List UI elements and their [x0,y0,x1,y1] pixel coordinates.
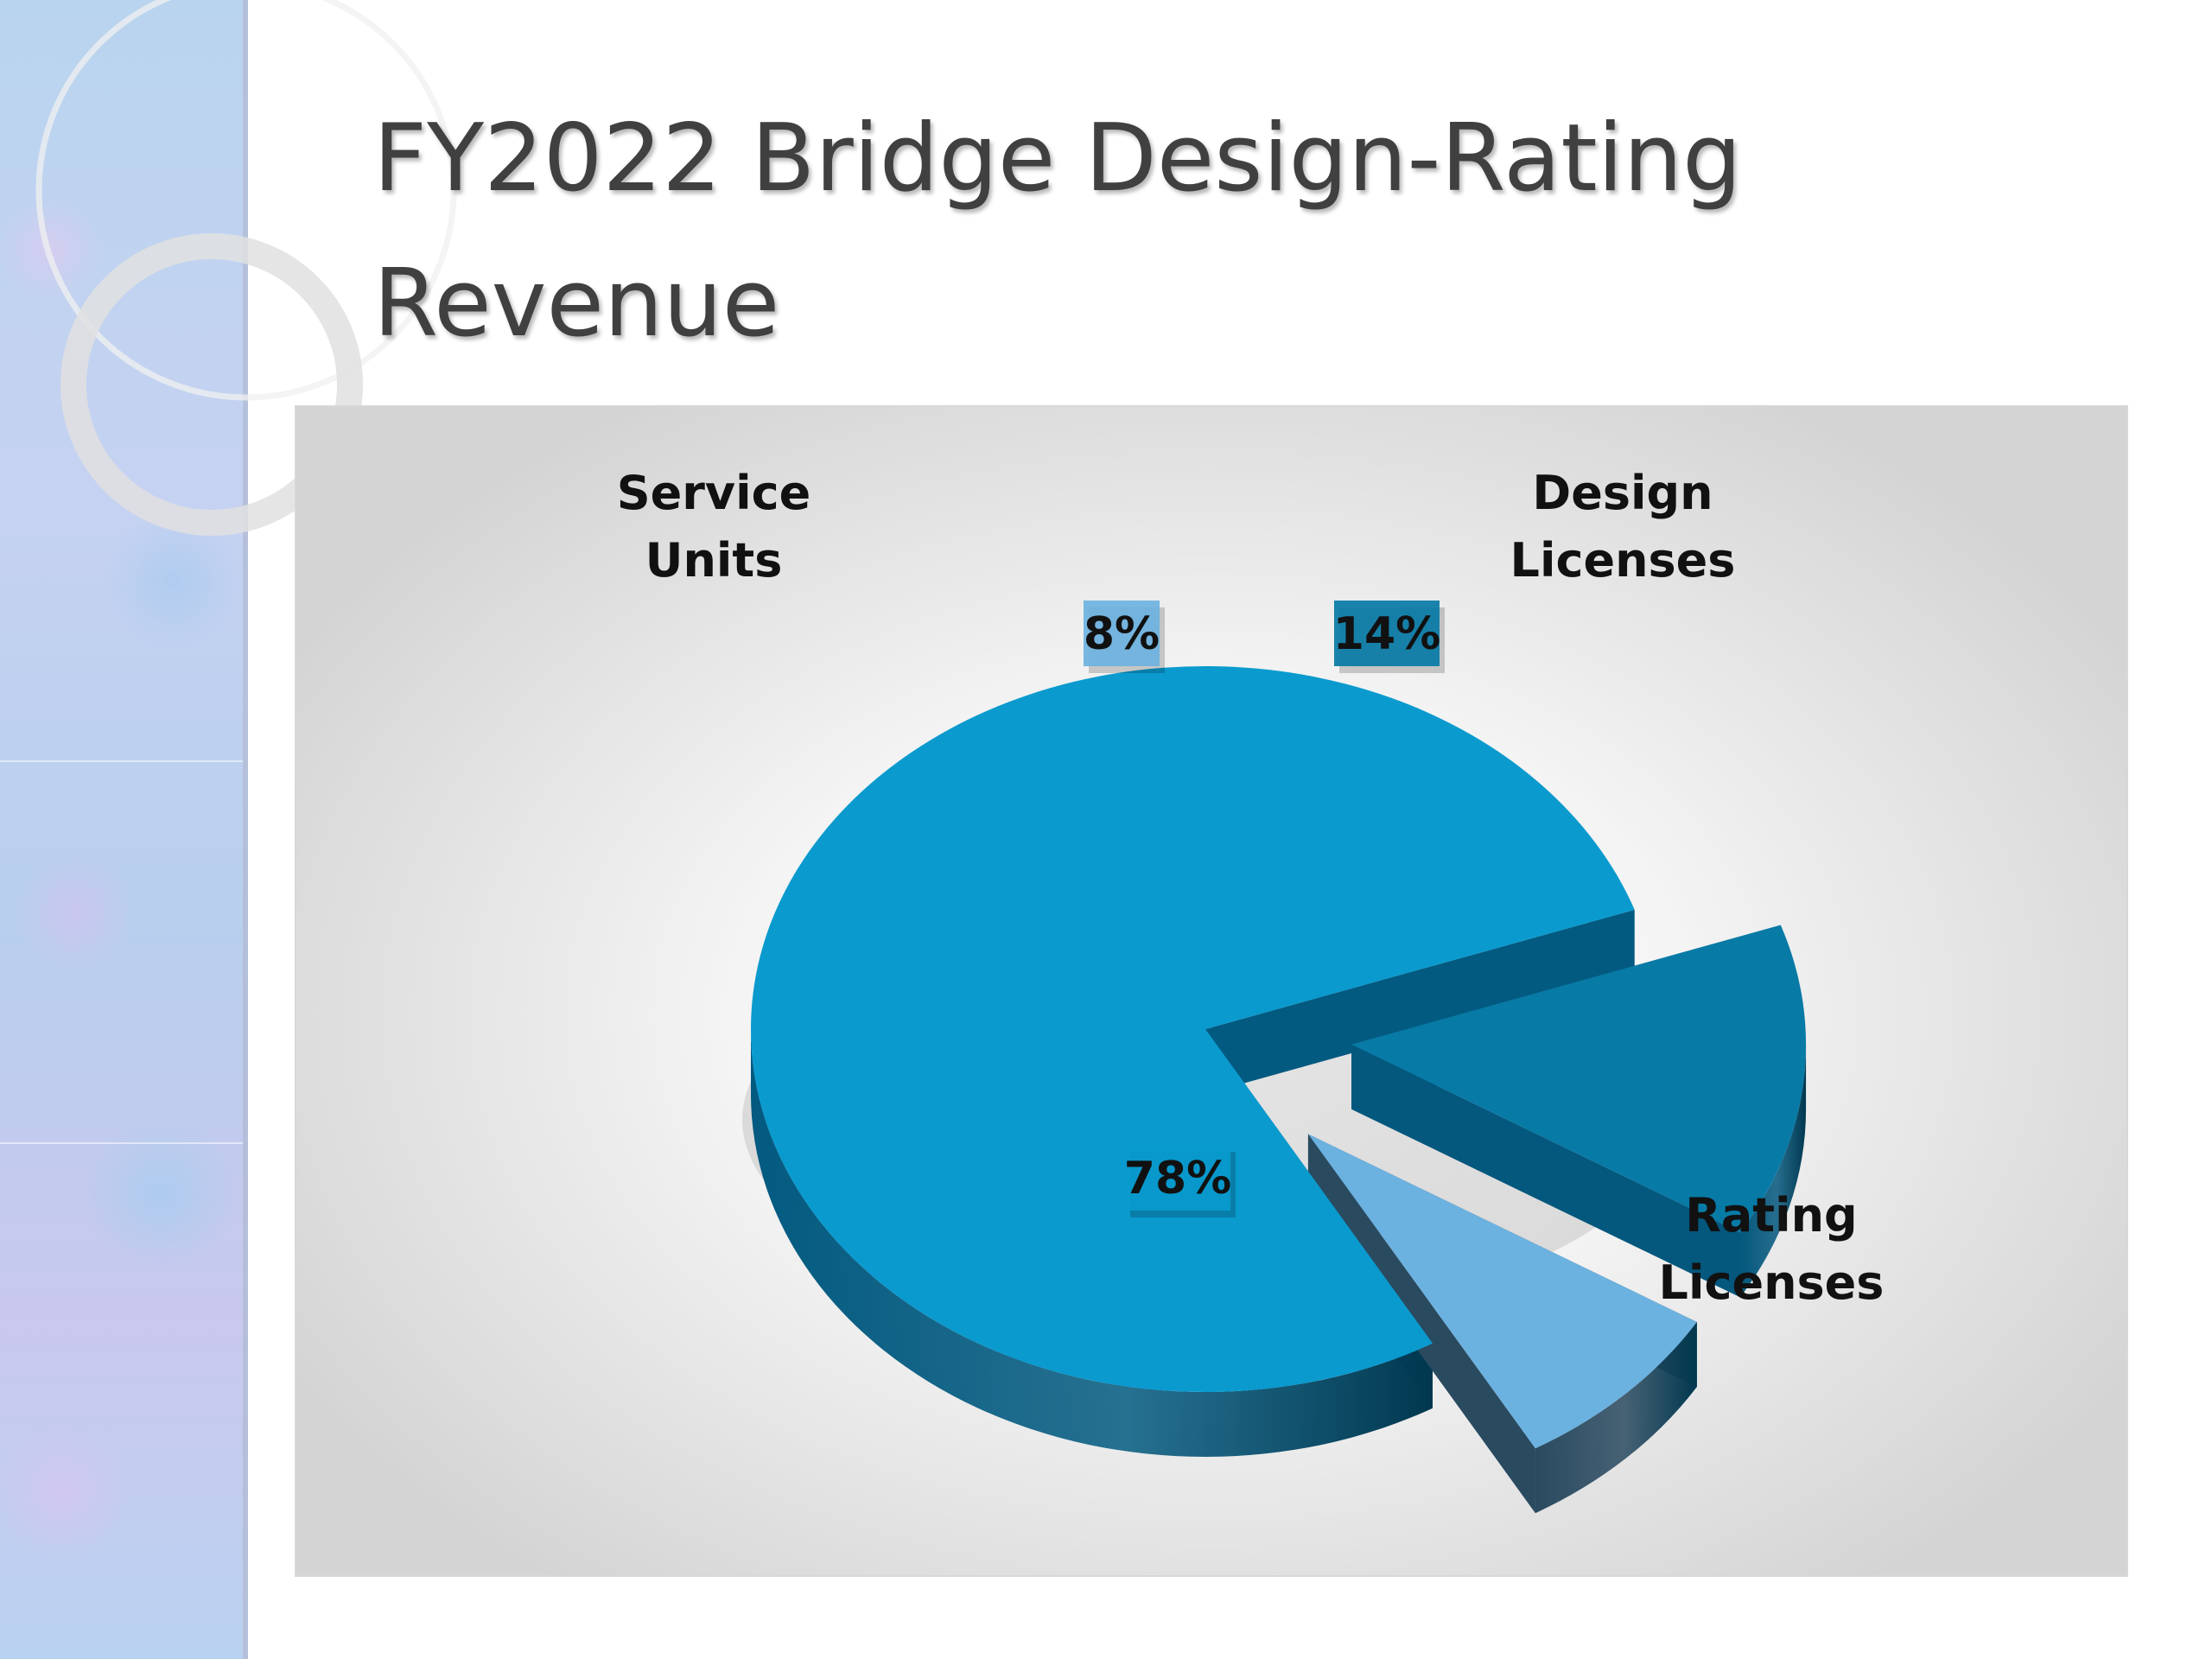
category-label-line-rating-licenses: Rating [1685,1188,1857,1243]
category-label-line-design-licenses: Licenses [1510,533,1736,588]
side-strip-divider [0,1142,243,1144]
data-label-rating-licenses: 78% [1124,1153,1231,1205]
data-label-box-service-units [1084,601,1160,666]
decorative-ring-large [35,0,457,401]
slide-title-line-2: Revenue [373,250,780,358]
slice-cut-face-design-licenses [1351,1044,1740,1298]
category-label-line-service-units: Service [617,466,811,520]
decorative-ring-small [60,233,363,536]
slide-title: FY2022 Bridge Design-Rating Revenue [373,86,2015,377]
slice-rating-licenses [750,666,1635,1393]
slice-rim-service-units [1535,1322,1697,1514]
chart-panel: 78% 14% 8% Rating Licenses Design Licenses Serv… [295,405,2128,1577]
category-label-service-units: Service Units [617,466,811,588]
pie-top-layer [750,666,1807,1449]
slice-cut-face-service-units [1307,1134,1535,1514]
slice-rim-rating-licenses [751,1029,1433,1457]
slice-rim-design-licenses [1739,1044,1807,1298]
slice-design-licenses [1351,925,1807,1233]
category-label-line-rating-licenses: Licenses [1659,1255,1885,1310]
category-label-design-licenses: Design Licenses [1510,466,1736,588]
slice-service-units [1307,1134,1697,1449]
category-label-line-design-licenses: Design [1532,466,1713,520]
slice-cut-face-rating-licenses [1205,909,1635,1094]
side-strip-edge [243,0,248,1659]
pie-chart: 78% 14% 8% Rating Licenses Design Licenses Serv… [617,466,1885,1514]
slide-title-line-1: FY2022 Bridge Design-Rating [373,105,1742,213]
data-label-box-rating-licenses [1125,1145,1230,1211]
data-label-service-units: 8% [1084,608,1160,660]
pie-label-layer: 78% 14% 8% Rating Licenses Design Licenses Serv… [617,466,1885,1310]
data-label-design-licenses: 14% [1333,608,1440,660]
data-label-box-design-licenses [1334,601,1440,666]
decorative-rings [35,0,457,536]
category-label-line-service-units: Units [645,533,783,588]
side-strip-divider [0,760,243,762]
category-label-rating-licenses: Rating Licenses [1659,1188,1885,1310]
